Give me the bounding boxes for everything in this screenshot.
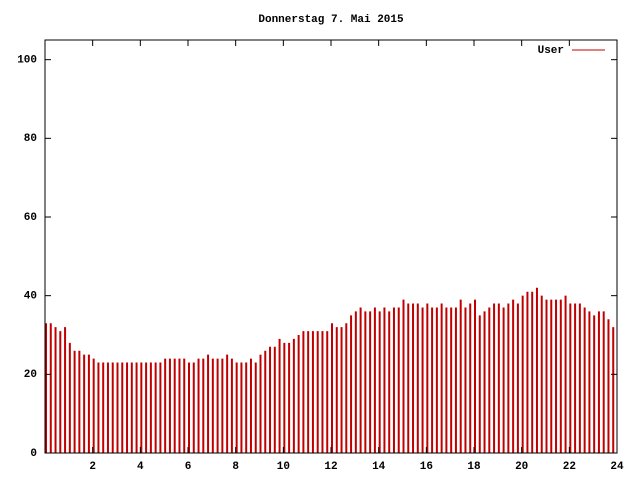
y-tick-label: 0	[30, 448, 37, 460]
x-tick-label: 4	[137, 461, 144, 473]
legend-label: User	[538, 45, 564, 57]
x-tick-label: 18	[467, 461, 481, 473]
x-tick-label: 16	[420, 461, 433, 473]
x-tick-label: 22	[563, 461, 576, 473]
y-tick-label: 40	[24, 291, 37, 303]
y-tick-label: 100	[17, 55, 37, 67]
x-tick-label: 10	[277, 461, 290, 473]
x-tick-label: 14	[372, 461, 386, 473]
chart-title: Donnerstag 7. Mai 2015	[258, 14, 404, 26]
x-tick-label: 8	[232, 461, 239, 473]
y-tick-label: 60	[24, 212, 37, 224]
x-tick-label: 2	[89, 461, 96, 473]
x-tick-label: 20	[515, 461, 528, 473]
x-tick-label: 12	[324, 461, 337, 473]
y-tick-label: 80	[24, 133, 37, 145]
x-tick-label: 24	[610, 461, 624, 473]
y-tick-label: 20	[24, 369, 37, 381]
x-tick-label: 6	[185, 461, 192, 473]
